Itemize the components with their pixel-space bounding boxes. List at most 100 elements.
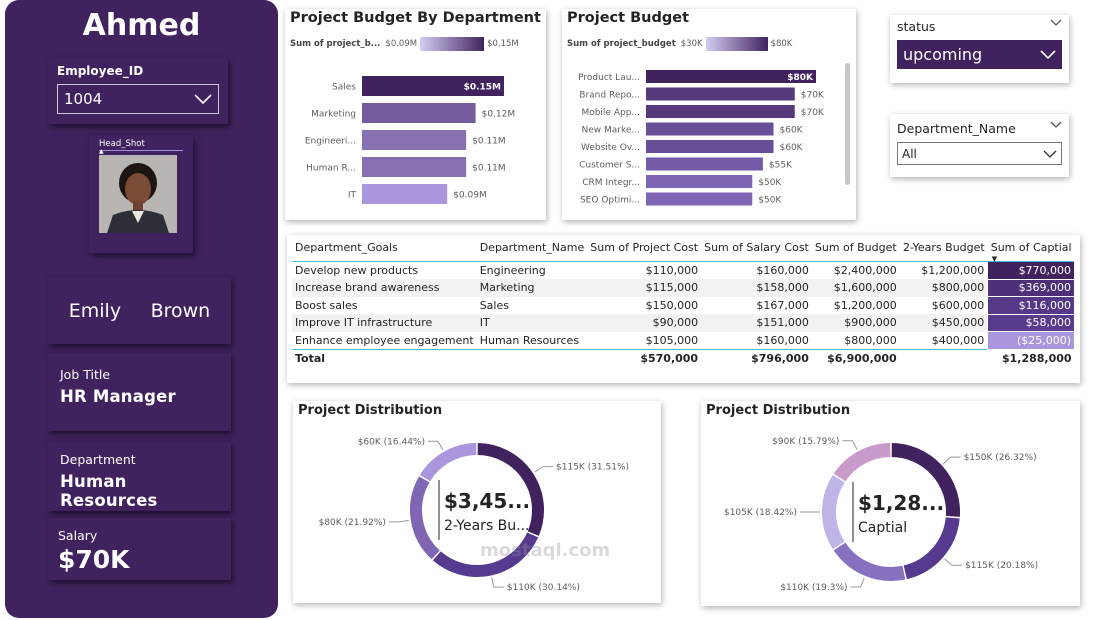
legend-gradient (420, 37, 485, 51)
status-slicer-label: status (897, 19, 936, 34)
department-card: Department Human Resources (48, 442, 231, 511)
bar[interactable] (646, 105, 795, 118)
table-header-row: Department_Goals Department_Name Sum of … (292, 239, 1075, 263)
column-header[interactable]: Department_Goals (295, 241, 398, 254)
table-cell: Engineering (476, 261, 588, 279)
department-label: Department (60, 452, 136, 467)
chevron-down-icon[interactable] (1050, 121, 1062, 129)
employee-id-dropdown[interactable]: 1004 (57, 84, 219, 114)
table-row[interactable]: Improve IT infrastructure IT $90,000 $151,0… (292, 313, 1076, 332)
bar[interactable] (362, 103, 476, 123)
bar[interactable] (646, 192, 753, 206)
slice-label: $115K (31.51%) (556, 463, 629, 473)
department-dropdown[interactable]: All (897, 142, 1062, 165)
chart-legend: Sum of project_b... $0.09M $0.15M (290, 37, 519, 51)
employee-id-slicer[interactable]: Employee_ID 1004 (48, 58, 228, 124)
status-dropdown[interactable]: upcoming (897, 40, 1062, 69)
bar[interactable] (646, 87, 795, 101)
bar[interactable] (362, 184, 448, 204)
category-label: Brand Repo... (579, 91, 640, 101)
table-row[interactable]: Develop new products Engineering $110,000 $… (292, 261, 1076, 280)
bar[interactable] (362, 76, 504, 96)
bar[interactable] (646, 157, 763, 171)
sort-down-icon[interactable]: ▼ (991, 255, 998, 263)
table-cell: $160,000 (701, 261, 812, 279)
project-distribution-donut-right: Project Distribution $150K (26.32%) $115K… (701, 401, 1080, 606)
donut-slice[interactable] (410, 476, 440, 560)
column-header[interactable]: Sum of Project Cost (590, 241, 699, 254)
column-header[interactable]: Sum of Salary Cost (704, 241, 809, 254)
chart-title: Project Budget By Department (290, 10, 541, 26)
table-cell: $1,200,000 (833, 298, 897, 312)
chevron-down-icon[interactable] (1043, 150, 1057, 158)
table-cell: $158,000 (701, 279, 812, 297)
category-label: CRM Integr... (582, 178, 640, 188)
employee-photo (99, 155, 177, 233)
donut-slice[interactable] (891, 443, 960, 517)
bar[interactable] (646, 175, 753, 188)
legend-max: $0.15M (487, 39, 519, 49)
bar[interactable] (362, 130, 467, 150)
table-row[interactable]: Enhance employee engagement Human Resourc… (292, 331, 1076, 350)
bar[interactable] (646, 140, 774, 153)
donut-slice[interactable] (432, 532, 539, 577)
data-label: $0.09M (453, 191, 487, 201)
employee-name: Ahmed (82, 8, 201, 43)
slice-label: $110K (30.14%) (507, 583, 580, 593)
department-name-slicer[interactable]: Department_Name All (890, 114, 1069, 177)
table-row[interactable]: Boost sales Sales $150,000 $167,000 $1,200,0… (292, 296, 1076, 315)
table-cell: $1,200,000 (899, 261, 988, 279)
status-value: upcoming (903, 45, 983, 64)
donut-slice[interactable] (822, 474, 845, 550)
table-cell: $105,000 (645, 333, 699, 347)
category-label: Website Ov... (581, 143, 640, 153)
donut-slice[interactable] (477, 443, 544, 536)
bar[interactable] (362, 157, 467, 177)
column-header[interactable]: 2-Years Budget (902, 241, 985, 254)
category-label: IT (348, 191, 357, 201)
donut-slice[interactable] (833, 443, 891, 482)
first-name: Emily (68, 299, 122, 322)
status-slicer[interactable]: status upcoming (890, 15, 1069, 83)
watermark: mostaql.com (480, 540, 611, 561)
total-cell: $1,288,000 (987, 348, 1075, 367)
category-label: Human R... (306, 164, 356, 174)
chevron-down-icon[interactable] (194, 94, 212, 104)
data-table: Department_Goals Department_Name Sum of … (292, 239, 1076, 367)
column-header[interactable]: Sum of Captial ▼ (990, 241, 1072, 263)
donut-slice[interactable] (903, 516, 960, 580)
bar[interactable] (646, 122, 774, 136)
donut-slice[interactable] (833, 542, 906, 581)
table-cell: $900,000 (811, 314, 900, 332)
table-cell: IT (476, 314, 588, 332)
donut-slice[interactable] (419, 443, 477, 482)
column-header[interactable]: Sum of Budget (814, 241, 897, 254)
bar[interactable] (646, 70, 816, 83)
full-name-card: Emily Brown (48, 277, 231, 344)
leader-line (427, 440, 444, 451)
chart-title: Project Distribution (706, 403, 851, 418)
chart-title: Project Distribution (298, 403, 443, 418)
employee-sidebar: Ahmed Employee_ID 1004 Head_Shot ▲ Emily… (5, 0, 278, 618)
chevron-down-icon[interactable] (1040, 49, 1056, 60)
total-cell: $6,900,000 (811, 348, 900, 367)
slice-label: $150K (26.32%) (964, 453, 1037, 463)
department-slicer-label: Department_Name (897, 121, 1016, 136)
chart-legend: Sum of project_budget $30K $80K (567, 37, 792, 51)
kpi-label: Captial (858, 520, 907, 536)
salary-label: Salary (58, 528, 98, 543)
chevron-down-icon[interactable] (1050, 19, 1062, 27)
kpi-value: $1,28... (858, 491, 944, 515)
column-header[interactable]: Department_Name (479, 241, 585, 254)
table-cell: $2,400,000 (811, 261, 900, 279)
table-row[interactable]: Increase brand awareness Marketing $115,00… (292, 278, 1076, 297)
donut-chart-svg: $115K (31.51%) $110K (30.14%) $80K (21.92%… (319, 437, 629, 593)
job-title-value: HR Manager (60, 387, 176, 406)
budget-by-department-chart: Project Budget By Department Sum of proj… (285, 9, 546, 220)
table-cell: Marketing (476, 279, 588, 297)
chart-scrollbar[interactable] (845, 63, 850, 185)
table-cell: $800,000 (899, 279, 988, 297)
table-cell: ($25,000) (987, 331, 1076, 350)
data-label: $0.11M (472, 164, 506, 174)
headshot-label: Head_Shot ▲ (99, 139, 183, 155)
